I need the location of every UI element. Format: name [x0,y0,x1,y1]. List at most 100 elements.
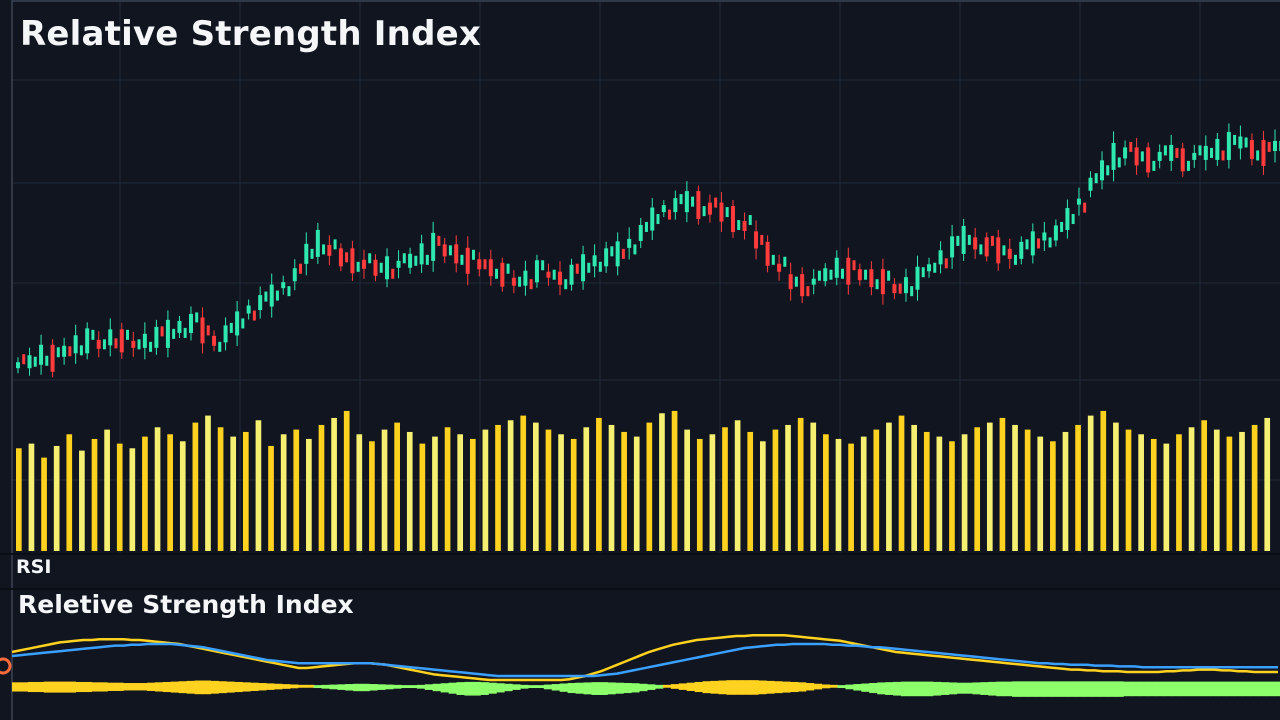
candle-body-67 [788,274,793,290]
candle-body-107 [1249,139,1254,159]
candle-body-44 [523,270,528,286]
candle-body-54 [638,224,643,241]
candle-body-14 [177,320,182,333]
hist-bar-109 [877,682,886,695]
candle-mini-10 [137,339,141,350]
hist-bar-36 [297,684,307,688]
hist-bar-1 [19,682,29,692]
volume-bar-32 [419,443,426,551]
volume-bar-86 [1100,410,1107,551]
rsi-marker [0,657,12,675]
candle-mini-85 [1002,245,1006,256]
hist-bar-78 [631,683,640,693]
hist-bar-51 [416,684,426,689]
candle-mini-28 [345,252,349,263]
candle-body-104 [1215,138,1220,160]
hist-bar-94 [758,680,767,695]
candle-mini-7 [102,339,106,350]
volume-bar-9 [129,448,136,551]
candle-mini-27 [333,239,337,250]
hist-bar-152 [1218,681,1227,697]
candle-body-103 [1203,145,1208,160]
candle-mini-48 [575,263,579,274]
candle-body-73 [857,269,862,281]
volume-bar-23 [306,438,312,551]
volume-bar-11 [154,427,161,551]
candle-body-92 [1076,198,1081,205]
candle-mini-95 [1117,157,1121,168]
hist-bar-159 [1274,681,1280,697]
volume-bar-82 [1050,441,1056,551]
candle-mini-0 [22,354,26,365]
candle-mini-4 [68,346,72,357]
hist-bar-12 [107,682,116,691]
volume-bar-83 [1062,431,1069,551]
candle-body-17 [212,335,217,346]
hist-bar-20 [170,681,180,693]
candle-mini-74 [875,279,879,290]
hist-bar-44 [361,683,370,692]
candle-mini-37 [448,245,452,256]
candle-body-100 [1169,144,1174,161]
hist-bar-18 [154,682,164,692]
hist-bar-3 [35,681,45,693]
hist-bar-130 [1043,681,1053,697]
rsi-lines [11,633,1278,682]
volume-bar-51 [659,413,665,551]
candle-body-91 [1065,208,1070,231]
hist-bar-137 [1099,681,1108,697]
candle-mini-98 [1152,160,1156,171]
hist-bar-103 [829,684,838,688]
volume-bar-62 [797,417,804,551]
hist-bar-121 [972,682,981,695]
candle-body-55 [650,207,655,231]
hist-bar-105 [845,684,854,690]
candle-mini-16 [206,325,210,336]
candle-mini-20 [252,310,256,321]
volume-bar-93 [1188,427,1195,551]
volume-bar-84 [1075,424,1081,551]
rsi-label: RSI [16,556,52,578]
candle-body-83 [973,237,978,250]
hist-bar-6 [59,681,69,693]
volume-bar-53 [684,429,691,551]
candle-mini-65 [771,254,775,265]
hist-bar-49 [400,685,410,689]
candle-mini-18 [229,322,233,333]
hist-bar-141 [1131,681,1140,697]
volume-bar-67 [860,436,867,551]
volume-bar-63 [810,422,817,551]
hist-bar-31 [258,683,267,691]
rsi-line-0 [11,633,1278,682]
candle-body-29 [350,248,355,274]
hist-bar-86 [694,681,704,693]
volume-bar-88 [1125,429,1132,551]
volume-bar-1 [28,443,35,551]
hist-bar-8 [75,681,84,693]
volume-bar-24 [318,424,325,551]
volume-bar-16 [217,427,224,551]
hist-bar-24 [202,680,211,695]
volume-bar-66 [848,443,854,551]
volume-bar-80 [1024,429,1031,551]
hist-bar-17 [146,682,156,691]
volume-bar-92 [1176,434,1182,551]
candle-mini-70 [829,269,833,280]
volume-bar-47 [608,424,615,551]
hist-bar-117 [940,682,950,695]
volume-bar-8 [116,443,123,551]
hist-bar-74 [599,682,608,695]
volume-bar-54 [696,438,703,551]
hist-bar-75 [607,682,616,695]
hist-bar-41 [337,684,346,690]
hist-bar-73 [591,682,600,695]
hist-bar-45 [369,684,378,691]
volume-bar-50 [646,422,653,551]
volume-bar-10 [142,436,148,551]
volume-bar-95 [1213,429,1220,551]
hist-bar-59 [480,682,489,695]
candle-body-98 [1146,147,1151,173]
candle-mini-108 [1267,141,1271,152]
candle-body-81 [950,236,955,258]
candle-mini-94 [1106,165,1110,176]
